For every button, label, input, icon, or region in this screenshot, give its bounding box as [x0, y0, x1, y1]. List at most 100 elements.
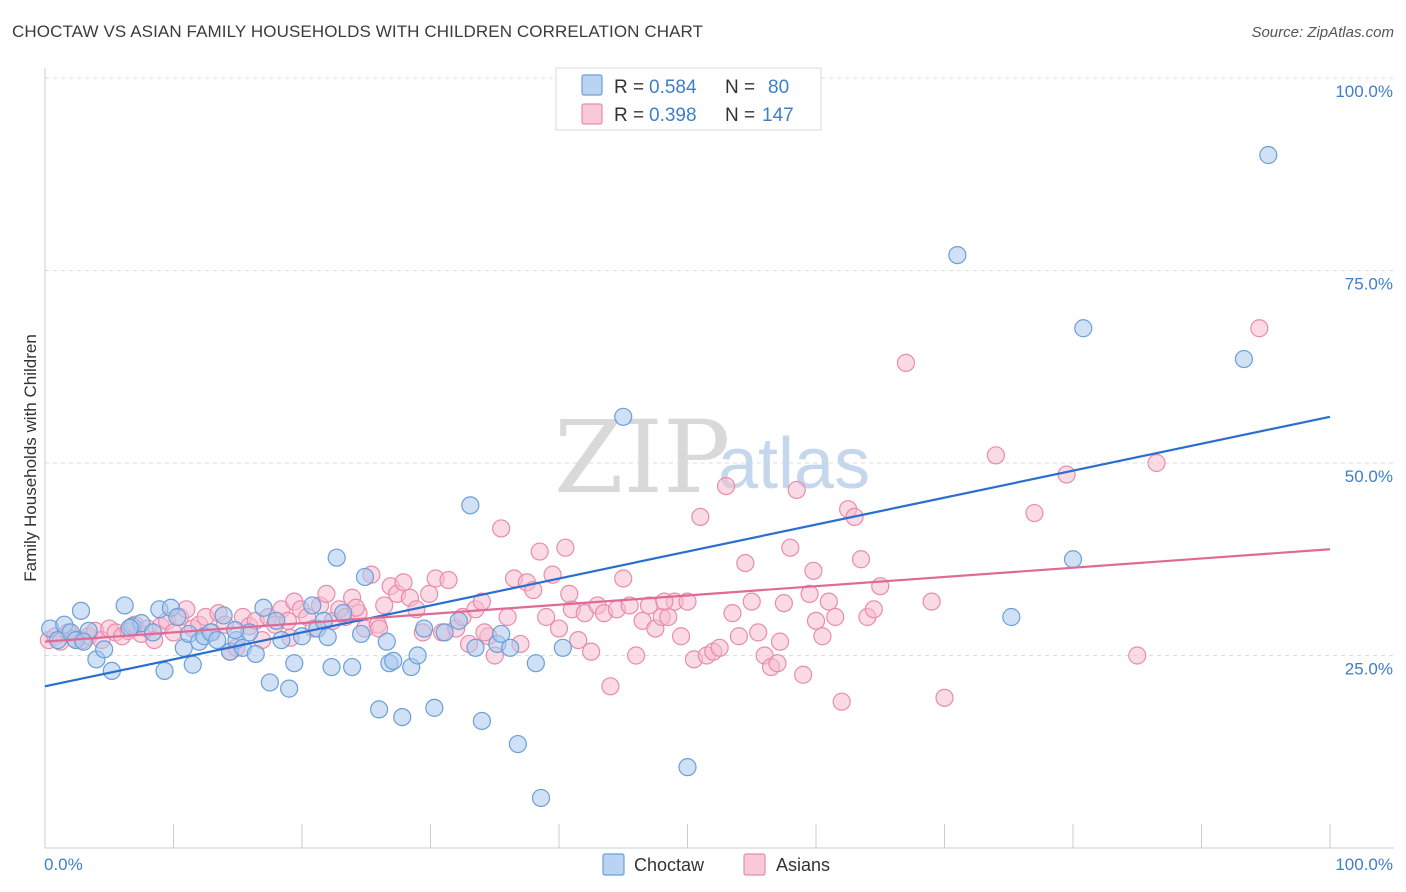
asians-point	[729, 627, 749, 646]
asians-point	[420, 584, 439, 604]
choctaw-point	[208, 630, 227, 650]
asians-point	[806, 611, 826, 630]
choctaw-point	[678, 758, 697, 777]
chart-source: Source: ZipAtlas.com	[1251, 24, 1394, 41]
asians-point	[770, 632, 790, 651]
bottom-legend-swatch-choctaw	[602, 853, 625, 876]
asians-point	[804, 561, 823, 580]
choctaw-point	[425, 698, 444, 717]
bottom-legend-label-choctaw: Choctaw	[634, 855, 705, 875]
asians-point	[691, 507, 710, 527]
trendlines	[44, 415, 1331, 688]
asians-point	[620, 596, 639, 615]
asians-point	[601, 677, 620, 696]
asians-point	[864, 600, 883, 619]
choctaw-point	[272, 630, 291, 650]
asians-point	[723, 604, 742, 623]
choctaw-point	[71, 601, 91, 620]
asians-point	[935, 688, 954, 707]
asians-point	[794, 665, 813, 684]
choctaw-point	[1002, 607, 1021, 627]
choctaw-point	[285, 654, 304, 673]
legend-n-value-asians: 147	[762, 105, 794, 126]
axes	[44, 68, 1394, 849]
asians-point	[1147, 453, 1166, 473]
asians-point	[1057, 465, 1076, 484]
choctaw-point	[1234, 349, 1254, 369]
asians-point	[896, 353, 916, 372]
choctaw-point	[472, 711, 491, 731]
choctaw-trendline	[44, 415, 1331, 688]
asians-point	[678, 592, 697, 611]
asians-point	[582, 642, 601, 661]
x-tick-label-min: 0.0%	[44, 855, 83, 874]
choctaw-point	[408, 646, 427, 665]
choctaw-point	[183, 655, 202, 674]
choctaw-point	[355, 567, 375, 587]
choctaw-point	[526, 654, 545, 673]
y-tick-label: 100.0%	[1335, 82, 1393, 101]
legend-n-label-asians: N =	[725, 105, 755, 126]
choctaw-point	[377, 632, 396, 651]
choctaw-point	[466, 638, 485, 657]
asians-point	[710, 638, 729, 657]
x-tick-label-max: 100.0%	[1335, 855, 1393, 874]
choctaw-point	[352, 624, 371, 644]
asians-point	[626, 646, 646, 665]
asians-point	[768, 654, 787, 673]
chart-title: CHOCTAW VS ASIAN FAMILY HOUSEHOLDS WITH …	[12, 22, 704, 41]
choctaw-point	[501, 638, 520, 657]
gridlines	[45, 77, 1394, 656]
bottom-legend-swatch-asians	[743, 853, 766, 876]
y-tick-label: 50.0%	[1345, 467, 1393, 486]
choctaw-point	[948, 246, 967, 265]
asians-point	[742, 592, 761, 611]
choctaw-point	[449, 611, 468, 630]
choctaw-point	[322, 657, 341, 677]
choctaw-point	[155, 661, 174, 681]
choctaw-point	[246, 644, 265, 664]
asians-point	[781, 538, 800, 557]
choctaw-point	[214, 606, 233, 625]
choctaw-points	[41, 145, 1278, 808]
choctaw-point	[95, 640, 114, 659]
asians-point	[556, 538, 575, 557]
asians-point	[736, 553, 755, 573]
choctaw-point	[435, 623, 454, 642]
legend-r-value-choctaw: 0.584	[649, 77, 697, 98]
bottom-legend-label-asians: Asians	[776, 855, 830, 875]
choctaw-point	[168, 607, 187, 627]
legend-n-label-choctaw: N =	[725, 77, 755, 98]
watermark-zip: ZIP	[554, 399, 730, 516]
asians-point	[832, 692, 851, 711]
asians-point	[922, 592, 941, 611]
asians-point	[492, 519, 511, 538]
choctaw-point	[120, 618, 139, 637]
choctaw-point	[303, 596, 322, 615]
choctaw-point	[492, 624, 511, 644]
asians-point	[530, 542, 549, 561]
choctaw-point	[74, 632, 93, 651]
choctaw-point	[280, 679, 299, 698]
choctaw-point	[254, 598, 273, 617]
choctaw-point	[1074, 319, 1093, 338]
choctaw-point	[614, 407, 633, 426]
y-tick-labels: 25.0% 50.0% 75.0% 100.0%	[1335, 82, 1393, 679]
legend-r-label-asians: R =	[614, 105, 644, 126]
y-axis-label: Family Households with Children	[21, 334, 40, 582]
legend-swatch-asians	[581, 103, 603, 125]
asians-point	[394, 573, 413, 592]
x-ticks	[44, 824, 1331, 848]
asians-point	[614, 569, 633, 588]
legend-r-label-choctaw: R =	[614, 77, 644, 98]
legend-r-value-asians: 0.398	[649, 105, 697, 126]
choctaw-point	[260, 673, 279, 692]
asians-point	[1128, 646, 1147, 665]
asians-point	[439, 570, 458, 590]
asians-point	[659, 607, 678, 627]
asians-point	[774, 594, 793, 613]
choctaw-point	[1259, 145, 1278, 165]
asians-point	[826, 607, 845, 627]
asians-point	[537, 607, 556, 627]
